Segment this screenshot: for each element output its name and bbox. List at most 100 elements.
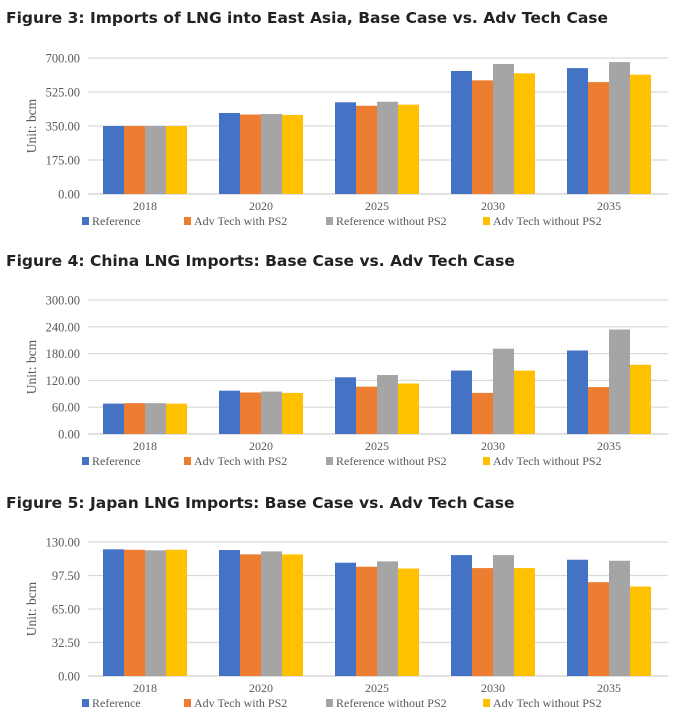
x-tick-label: 2018 — [133, 199, 157, 213]
bar-adv-tech-with-ps2-2020 — [240, 554, 261, 676]
x-tick-label: 2020 — [249, 681, 273, 695]
x-tick-label: 2030 — [481, 199, 505, 213]
bar-adv-tech-with-ps2-2025 — [356, 386, 377, 434]
figure-title: Figure 3: Imports of LNG into East Asia,… — [6, 9, 609, 27]
bar-reference-without-ps2-2035 — [609, 62, 630, 194]
legend-swatch — [483, 457, 490, 465]
bar-reference-without-ps2-2035 — [609, 329, 630, 434]
bar-reference-2025 — [335, 562, 356, 676]
x-tick-label: 2018 — [133, 439, 157, 453]
x-tick-label: 2035 — [597, 439, 621, 453]
bar-reference-without-ps2-2020 — [261, 551, 282, 676]
legend-swatch — [483, 699, 490, 707]
x-tick-label: 2020 — [249, 439, 273, 453]
bar-adv-tech-with-ps2-2030 — [472, 568, 493, 676]
bar-reference-2025 — [335, 377, 356, 434]
bar-adv-tech-without-ps2-2030 — [514, 568, 535, 676]
bar-adv-tech-with-ps2-2018 — [124, 126, 145, 194]
x-tick-label: 2030 — [481, 439, 505, 453]
bar-reference-without-ps2-2018 — [145, 550, 166, 676]
y-tick-label: 350.00 — [46, 120, 80, 134]
x-tick-label: 2035 — [597, 681, 621, 695]
bar-reference-2018 — [103, 403, 124, 434]
y-tick-label: 700.00 — [46, 52, 80, 66]
x-tick-label: 2030 — [481, 681, 505, 695]
bar-reference-2018 — [103, 549, 124, 676]
bar-adv-tech-without-ps2-2030 — [514, 73, 535, 194]
x-tick-label: 2020 — [249, 199, 273, 213]
y-tick-label: 300.00 — [46, 294, 80, 308]
bar-reference-without-ps2-2030 — [493, 348, 514, 434]
bar-reference-2030 — [451, 370, 472, 434]
figure-3: Figure 3: Imports of LNG into East Asia,… — [0, 0, 683, 240]
legend-label: Reference without PS2 — [336, 214, 447, 228]
y-axis-label: Unit: bcm — [24, 339, 39, 394]
bar-reference-2020 — [219, 390, 240, 434]
legend-label: Reference — [92, 214, 141, 228]
bar-adv-tech-with-ps2-2030 — [472, 80, 493, 194]
bar-adv-tech-without-ps2-2025 — [398, 383, 419, 434]
legend-label: Adv Tech with PS2 — [194, 454, 287, 468]
bar-adv-tech-with-ps2-2020 — [240, 392, 261, 434]
y-tick-label: 525.00 — [46, 86, 80, 100]
legend-label: Adv Tech with PS2 — [194, 214, 287, 228]
y-tick-label: 60.00 — [52, 401, 80, 415]
bar-reference-without-ps2-2020 — [261, 391, 282, 434]
y-axis-label: Unit: bcm — [24, 581, 39, 636]
legend-swatch — [483, 217, 490, 225]
bar-reference-without-ps2-2025 — [377, 101, 398, 194]
figure-4: Figure 4: China LNG Imports: Base Case v… — [0, 242, 683, 482]
bar-reference-2018 — [103, 126, 124, 194]
figure-title: Figure 4: China LNG Imports: Base Case v… — [6, 252, 515, 270]
bar-reference-without-ps2-2030 — [493, 555, 514, 676]
bar-adv-tech-with-ps2-2018 — [124, 549, 145, 676]
x-tick-label: 2025 — [365, 199, 389, 213]
y-tick-label: 130.00 — [46, 536, 80, 550]
figure-title: Figure 5: Japan LNG Imports: Base Case v… — [6, 494, 515, 512]
legend-label: Reference — [92, 696, 141, 710]
bar-reference-2020 — [219, 112, 240, 194]
y-tick-label: 0.00 — [58, 428, 80, 442]
legend-label: Adv Tech without PS2 — [493, 214, 602, 228]
bar-reference-2035 — [567, 350, 588, 434]
legend-label: Adv Tech without PS2 — [493, 454, 602, 468]
x-tick-label: 2018 — [133, 681, 157, 695]
chart-japan: 0.00 32.50 65.00 97.50 130.00 Unit: bcm 2018 20… — [24, 536, 668, 710]
bar-adv-tech-with-ps2-2025 — [356, 566, 377, 676]
bar-adv-tech-with-ps2-2020 — [240, 114, 261, 194]
legend-label: Reference — [92, 454, 141, 468]
y-tick-label: 65.00 — [52, 603, 80, 617]
y-tick-label: 0.00 — [58, 188, 80, 202]
bar-adv-tech-with-ps2-2030 — [472, 392, 493, 434]
y-tick-label: 97.50 — [52, 569, 80, 583]
legend-swatch — [326, 699, 333, 707]
legend-label: Reference without PS2 — [336, 696, 447, 710]
bar-adv-tech-without-ps2-2020 — [282, 392, 303, 434]
legend-label: Adv Tech with PS2 — [194, 696, 287, 710]
bar-adv-tech-without-ps2-2020 — [282, 554, 303, 676]
legend-swatch — [82, 457, 89, 465]
x-tick-label: 2025 — [365, 439, 389, 453]
bar-adv-tech-without-ps2-2020 — [282, 114, 303, 194]
bar-reference-without-ps2-2035 — [609, 560, 630, 676]
legend-swatch — [82, 217, 89, 225]
bar-reference-2025 — [335, 102, 356, 194]
bar-reference-2035 — [567, 68, 588, 194]
legend-label: Reference without PS2 — [336, 454, 447, 468]
bar-reference-2030 — [451, 71, 472, 194]
bar-adv-tech-without-ps2-2030 — [514, 370, 535, 434]
y-axis-label: Unit: bcm — [24, 98, 39, 153]
legend-swatch — [82, 699, 89, 707]
bar-reference-2035 — [567, 559, 588, 676]
bar-adv-tech-without-ps2-2018 — [166, 549, 187, 676]
y-tick-label: 120.00 — [46, 374, 80, 388]
bar-reference-without-ps2-2020 — [261, 113, 282, 194]
legend-label: Adv Tech without PS2 — [493, 696, 602, 710]
bar-adv-tech-with-ps2-2018 — [124, 403, 145, 434]
x-tick-label: 2025 — [365, 681, 389, 695]
bar-reference-2020 — [219, 550, 240, 676]
legend-swatch — [184, 457, 191, 465]
bar-adv-tech-with-ps2-2035 — [588, 582, 609, 676]
chart-east-asia: 0.00 175.00 350.00 525.00 700.00 Unit: bcm 201… — [24, 52, 668, 228]
bar-adv-tech-without-ps2-2035 — [630, 74, 651, 194]
